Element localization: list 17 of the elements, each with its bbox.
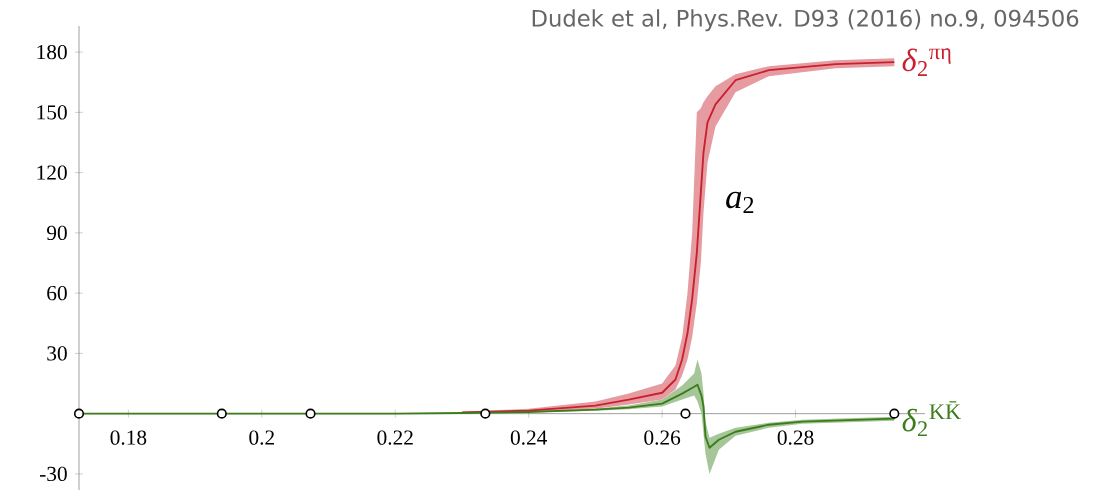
series-label: δ$_{2}$KK̄ — [902, 401, 961, 437]
series-label: δ$_{2}$πη — [902, 48, 951, 76]
y-tick-label: 30 — [47, 346, 67, 361]
x-tick-label: 0.2 — [249, 430, 274, 445]
y-tick-label: 60 — [47, 285, 67, 301]
x-tick-label: 0.26 — [644, 430, 681, 445]
y-tick-label: 150 — [37, 105, 67, 120]
annotation: a$_{2}$ — [726, 191, 754, 213]
x-tick-label: 0.18 — [110, 430, 147, 445]
y-tick-label: 180 — [37, 44, 67, 60]
x-tick-label: 0.22 — [377, 430, 413, 445]
x-tick-label: 0.28 — [777, 430, 814, 445]
y-tick-label: -30 — [40, 466, 67, 482]
y-tick-label: 90 — [47, 225, 67, 241]
annotation: Dudek et al, Phys.Rev. D93 (2016) no.9, 094506 — [532, 9, 1079, 32]
y-tick-label: 120 — [37, 165, 67, 180]
x-tick-label: 0.24 — [510, 430, 548, 445]
